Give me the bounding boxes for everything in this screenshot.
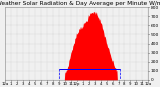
Title: Milwaukee Weather Solar Radiation & Day Average per Minute W/m2 (Today): Milwaukee Weather Solar Radiation & Day … — [0, 1, 160, 6]
Bar — [59, 69, 120, 80]
